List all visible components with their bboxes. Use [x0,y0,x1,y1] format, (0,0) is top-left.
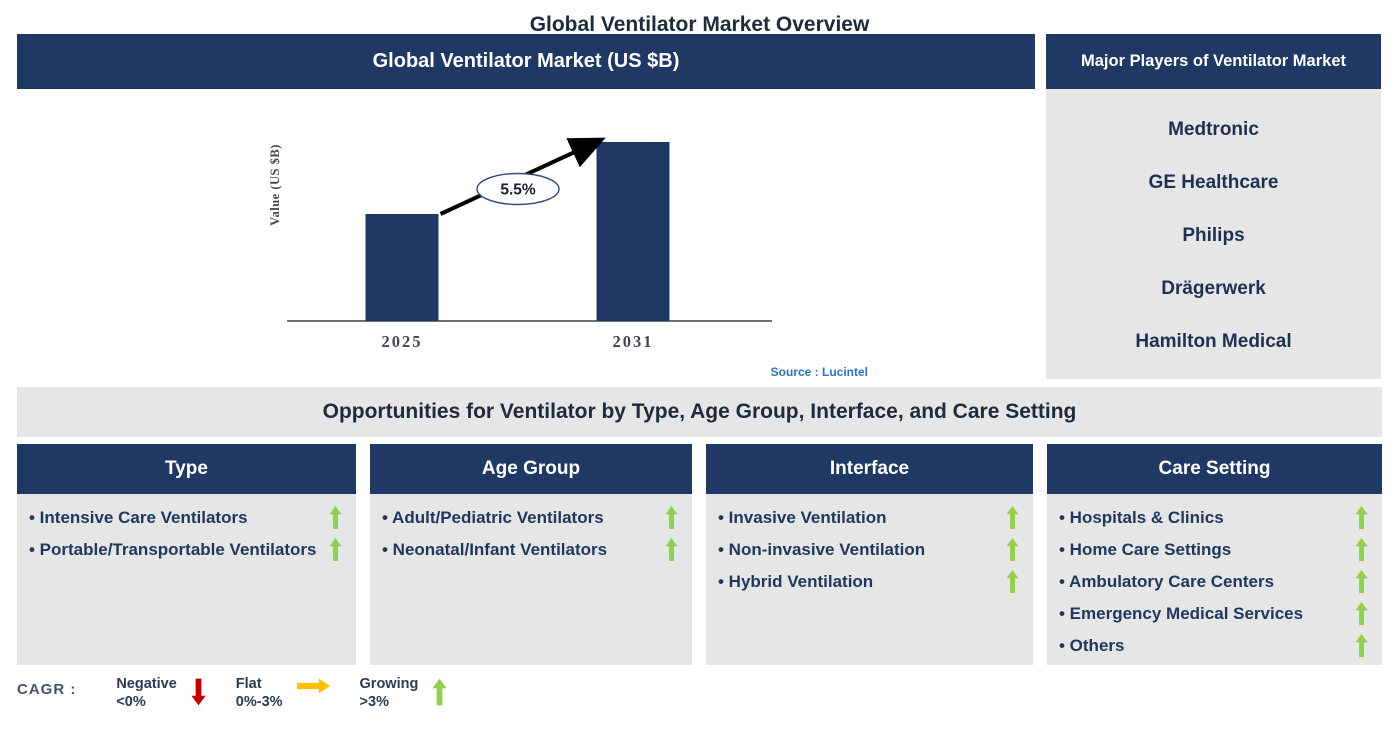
opportunity-item: • Intensive Care Ventilators [29,502,348,534]
cagr-legend-prefix: CAGR : [17,681,77,698]
opportunity-item-label: • Non-invasive Ventilation [718,540,926,559]
opportunity-item: • Others [1059,630,1374,662]
bar-2031 [596,142,670,321]
cagr-legend-item: Flat 0%-3% [236,675,342,711]
opportunity-item-list: • Intensive Care Ventilators • Portable/T… [17,494,356,665]
opportunity-item-label: • Adult/Pediatric Ventilators [382,508,604,527]
cagr-annotation: 5.5% [500,182,536,199]
trend-up-icon [1355,570,1368,593]
trend-up-icon [1355,538,1368,561]
opportunity-item: • Emergency Medical Services [1059,598,1374,630]
player-name: Drägerwerk [1161,277,1266,299]
trend-up-icon [432,678,447,706]
opportunity-item-label: • Home Care Settings [1059,540,1232,559]
y-axis-label: Value (US $B) [268,144,282,226]
opportunity-item: • Ambulatory Care Centers [1059,566,1374,598]
trend-up-icon [1355,634,1368,657]
opportunity-column-title: Age Group [370,444,692,494]
opportunity-item-label: • Neonatal/Infant Ventilators [382,540,608,559]
trend-right-icon [296,678,330,694]
page-title: Global Ventilator Market Overview [529,13,870,36]
opportunity-column: Care Setting • Hospitals & Clinics • Home… [1047,444,1382,665]
chart-panel-title: Global Ventilator Market (US $B) [17,34,1035,89]
cagr-legend-item: Growing >3% [360,675,460,711]
opportunity-item-label: • Emergency Medical Services [1059,604,1304,623]
opportunity-item: • Non-invasive Ventilation [718,534,1025,566]
major-players-panel: Major Players of Ventilator Market Medtr… [1046,34,1381,382]
opportunity-item: • Portable/Transportable Ventilators [29,534,348,566]
market-chart-panel: Global Ventilator Market (US $B) 5.5% 202… [17,34,1035,382]
opportunity-column: Interface • Invasive Ventilation • Non-in… [706,444,1033,665]
cagr-legend-item-label: Negative <0% [116,676,177,710]
opportunity-item: • Neonatal/Infant Ventilators [382,534,684,566]
cagr-legend-item-label: Flat 0%-3% [235,676,283,710]
major-players-list: Medtronic GE Healthcare Philips Drägerwerk H… [1046,89,1381,379]
player-name: Philips [1182,224,1245,246]
trend-up-icon [665,538,678,561]
opportunity-item-list: • Adult/Pediatric Ventilators • Neonatal/… [370,494,692,665]
player-name: Medtronic [1168,118,1259,140]
opportunity-item-label: • Hybrid Ventilation [718,572,874,591]
opportunity-item: • Adult/Pediatric Ventilators [382,502,684,534]
x-tick-label: 2031 [613,332,654,351]
trend-up-icon [1355,602,1368,625]
trend-up-icon [1006,538,1019,561]
chart-area: 5.5% 2025 2031 Value (US $B) Source : Lucin… [17,89,1035,382]
opportunity-column-title: Interface [706,444,1033,494]
top-row: Global Ventilator Market (US $B) 5.5% 202… [17,34,1382,382]
trend-up-icon [665,506,678,529]
opportunity-item-label: • Ambulatory Care Centers [1059,572,1275,591]
bar-2025 [365,214,439,321]
opportunity-item-label: • Others [1059,636,1125,655]
trend-down-icon [191,678,206,706]
x-tick-label: 2025 [382,332,423,351]
opportunity-item-label: • Intensive Care Ventilators [29,508,248,527]
trend-up-icon [1355,506,1368,529]
source-note: Source : Lucintel [770,365,868,379]
cagr-legend: CAGR : Negative <0% Flat 0%-3% Growing >3% [17,675,1382,711]
trend-up-icon [1006,506,1019,529]
major-players-title: Major Players of Ventilator Market [1046,34,1381,89]
opportunity-item-list: • Invasive Ventilation • Non-invasive Ven… [706,494,1033,665]
opportunities-headline: Opportunities for Ventilator by Type, Ag… [17,387,1382,437]
trend-up-icon [329,538,342,561]
opportunity-item-label: • Invasive Ventilation [718,508,887,527]
opportunity-item: • Home Care Settings [1059,534,1374,566]
player-name: GE Healthcare [1148,171,1279,193]
opportunity-item-label: • Hospitals & Clinics [1059,508,1224,527]
player-name: Hamilton Medical [1135,330,1292,352]
cagr-legend-item: Negative <0% [116,675,217,711]
opportunity-columns: Type • Intensive Care Ventilators • Porta… [17,444,1382,665]
opportunity-column-title: Care Setting [1047,444,1382,494]
opportunity-column: Type • Intensive Care Ventilators • Porta… [17,444,356,665]
cagr-legend-item-label: Growing >3% [359,676,419,710]
opportunity-item: • Hospitals & Clinics [1059,502,1374,534]
opportunity-item: • Hybrid Ventilation [718,566,1025,598]
opportunity-item-label: • Portable/Transportable Ventilators [29,540,317,559]
market-bar-chart: 5.5% 2025 2031 Value (US $B) [268,137,772,351]
opportunity-item-list: • Hospitals & Clinics • Home Care Setting… [1047,494,1382,665]
opportunity-item: • Invasive Ventilation [718,502,1025,534]
trend-up-icon [1006,570,1019,593]
trend-up-icon [329,506,342,529]
opportunity-column: Age Group • Adult/Pediatric Ventilators •… [370,444,692,665]
cagr-ellipse [476,172,560,206]
opportunity-column-title: Type [17,444,356,494]
